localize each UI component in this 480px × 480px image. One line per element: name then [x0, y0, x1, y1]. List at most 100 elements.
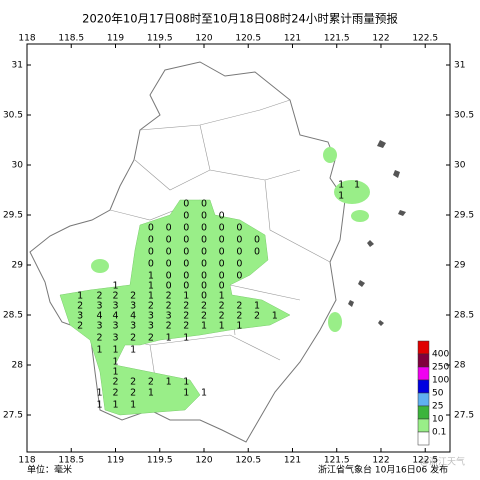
x-tick-label: 122 — [372, 34, 389, 44]
y-tick-label: 29.5 — [454, 211, 474, 221]
rain-value: 0 — [201, 281, 207, 292]
x-tick-label: 118 — [18, 34, 35, 44]
rain-value: 1 — [97, 345, 103, 356]
rain-value: 0 — [201, 235, 207, 246]
x-tick-label: 121.5 — [324, 34, 350, 44]
x-tick-label: 118 — [18, 456, 35, 466]
rain-value: 3 — [148, 321, 154, 332]
rain-value: 0 — [183, 281, 189, 292]
legend-swatch — [417, 366, 430, 381]
rain-value: 1 — [112, 357, 118, 368]
rain-value: 0 — [166, 271, 172, 282]
rain-value: 1 — [354, 180, 360, 191]
rain-value: 0 — [183, 211, 189, 222]
rain-value: 4 — [112, 311, 118, 322]
rain-value: 1 — [219, 291, 225, 302]
rain-value: 1 — [112, 281, 118, 292]
rain-value: 1 — [236, 321, 242, 332]
rain-value: 3 — [148, 311, 154, 322]
x-tick-label: 119 — [107, 34, 124, 44]
rain-area — [323, 147, 337, 163]
legend-label: 0.1 — [432, 428, 446, 438]
y-tick-label: 28.5 — [3, 311, 23, 321]
rain-value: 0 — [219, 211, 225, 222]
legend-swatch — [417, 340, 430, 355]
rain-value: 3 — [77, 311, 83, 322]
legend-label: 250 — [432, 363, 449, 373]
rain-value: 3 — [112, 321, 118, 332]
rain-value: 2 — [236, 311, 242, 322]
x-tick-label: 119.5 — [147, 34, 173, 44]
rain-value: 2 — [77, 301, 83, 312]
rain-value: 0 — [183, 235, 189, 246]
source-label: 浙江省气象台 10月16日06 发布 — [318, 464, 448, 476]
rain-value: 2 — [97, 333, 103, 344]
rain-value: 2 — [112, 377, 118, 388]
rain-value: 2 — [183, 301, 189, 312]
rain-value: 2 — [166, 321, 172, 332]
rain-value: 0 — [219, 235, 225, 246]
rain-value: 1 — [77, 291, 83, 302]
rain-value: 2 — [77, 321, 83, 332]
legend-swatch — [417, 418, 430, 433]
islands — [348, 140, 406, 326]
x-tick-label: 122.5 — [412, 456, 438, 466]
legend-swatch — [417, 353, 430, 368]
rain-value: 4 — [97, 311, 103, 322]
rain-value: 0 — [148, 235, 154, 246]
rain-value: 3 — [112, 301, 118, 312]
rain-area — [91, 259, 109, 273]
rain-value: 0 — [254, 247, 260, 258]
rain-value: 0 — [219, 223, 225, 234]
y-tick-label: 28 — [12, 361, 24, 371]
rain-value: 0 — [219, 281, 225, 292]
rain-value: 1 — [112, 400, 118, 411]
rain-value: 1 — [166, 333, 172, 344]
rain-value: 1 — [97, 400, 103, 411]
x-tick-label: 121 — [284, 456, 301, 466]
rain-value: 1 — [183, 377, 189, 388]
rain-value: 0 — [166, 223, 172, 234]
rain-area — [351, 210, 369, 222]
rain-value: 0 — [219, 247, 225, 258]
rain-value: 0 — [219, 271, 225, 282]
rain-value: 2 — [148, 333, 154, 344]
rain-value: 1 — [112, 345, 118, 356]
x-tick-label: 121 — [284, 34, 301, 44]
rain-value: 2 — [201, 301, 207, 312]
rain-value: 2 — [112, 291, 118, 302]
rain-value: 2 — [219, 311, 225, 322]
rain-value: 3 — [166, 311, 172, 322]
legend-label: 25 — [432, 402, 443, 412]
rain-value: 1 — [148, 291, 154, 302]
rain-value: 4 — [130, 311, 136, 322]
y-tick-label: 29.5 — [3, 211, 23, 221]
rain-value: 3 — [130, 321, 136, 332]
rain-value: 2 — [201, 311, 207, 322]
rain-value: 0 — [236, 271, 242, 282]
legend-swatch — [417, 405, 430, 420]
rain-value: 1 — [97, 388, 103, 399]
rain-value: 1 — [112, 367, 118, 378]
rain-value: 0 — [166, 281, 172, 292]
rain-value: 1 — [148, 388, 154, 399]
rain-value: 2 — [148, 377, 154, 388]
rain-value: 2 — [166, 291, 172, 302]
rain-value: 1 — [183, 333, 189, 344]
legend-label: 400 — [432, 350, 449, 360]
rain-value: 0 — [236, 247, 242, 258]
legend-swatch — [417, 379, 430, 394]
rain-value: 0 — [166, 247, 172, 258]
rain-value: 2 — [97, 291, 103, 302]
y-tick-label: 29 — [12, 261, 24, 271]
rain-value: 3 — [112, 333, 118, 344]
rain-value: 2 — [219, 301, 225, 312]
rain-area — [328, 312, 342, 332]
rain-value: 0 — [254, 235, 260, 246]
rain-value: 0 — [201, 271, 207, 282]
x-tick-label: 120 — [195, 456, 212, 466]
rain-value: 0 — [201, 223, 207, 234]
legend-label: 10 — [432, 415, 444, 425]
rain-value: 2 — [112, 388, 118, 399]
x-tick-label: 121.5 — [324, 456, 350, 466]
